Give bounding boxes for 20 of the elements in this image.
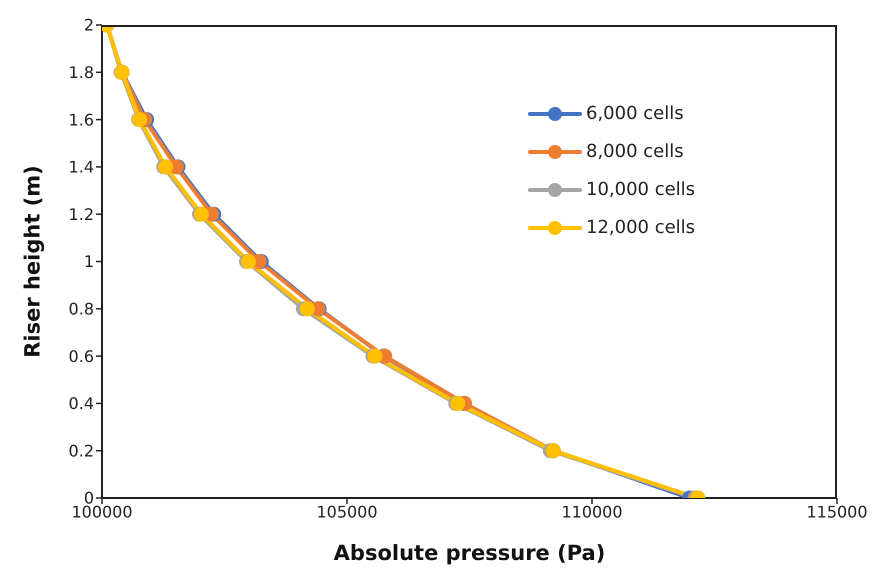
x-tick-label: 105000	[316, 502, 378, 522]
y-axis-title: Riser height (m)	[20, 165, 44, 358]
x-axis-title: Absolute pressure (Pa)	[334, 541, 606, 565]
y-tick-label: 1	[84, 252, 94, 272]
x-tick-label: 115000	[806, 502, 868, 522]
y-tick-label: 1.4	[68, 158, 94, 177]
legend-label: 10,000 cells	[586, 179, 696, 200]
y-tick-label: 0.6	[68, 346, 94, 366]
y-tick-label: 1.2	[68, 204, 94, 224]
y-tick-label: 1.6	[68, 110, 94, 130]
y-tick-label: 0.8	[68, 299, 94, 318]
y-tick-label: 0.4	[68, 394, 94, 414]
legend-label: 6,000 cells	[586, 103, 684, 124]
y-tick-label: 2	[84, 16, 94, 35]
point	[300, 301, 315, 316]
y-tick-label: 1.8	[68, 62, 94, 82]
legend-label: 8,000 cells	[586, 141, 684, 162]
y-tick-label: 0.2	[68, 441, 94, 460]
x-tick-label: 110000	[561, 502, 623, 522]
legend-label: 12,000 cells	[586, 217, 696, 238]
